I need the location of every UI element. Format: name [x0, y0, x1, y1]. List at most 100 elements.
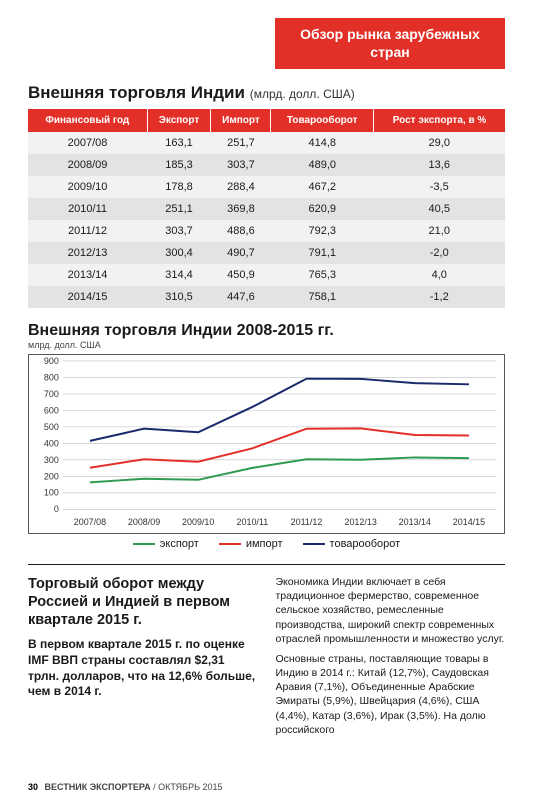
svg-text:300: 300 — [44, 455, 59, 465]
trade-table: Финансовый год Экспорт Импорт Товарообор… — [28, 109, 505, 308]
section-divider — [28, 564, 505, 565]
table-header: Товарооборот — [271, 109, 374, 132]
table-cell: 467,2 — [271, 176, 374, 198]
table-cell: 2011/12 — [28, 220, 147, 242]
table-cell: 300,4 — [147, 242, 211, 264]
table-cell: 251,1 — [147, 198, 211, 220]
legend-label: импорт — [246, 538, 283, 550]
svg-text:2011/12: 2011/12 — [291, 517, 323, 527]
svg-text:0: 0 — [54, 504, 59, 514]
table-row: 2012/13300,4490,7791,1-2,0 — [28, 242, 505, 264]
table-header: Финансовый год — [28, 109, 147, 132]
legend-label: товарооборот — [330, 538, 401, 550]
svg-text:2012/13: 2012/13 — [344, 517, 376, 527]
table-cell: 288,4 — [211, 176, 271, 198]
table-cell: 4,0 — [374, 264, 505, 286]
table-cell: 2014/15 — [28, 286, 147, 308]
table-cell: 2008/09 — [28, 154, 147, 176]
table-cell: 765,3 — [271, 264, 374, 286]
table-cell: 447,6 — [211, 286, 271, 308]
svg-text:2010/11: 2010/11 — [237, 517, 269, 527]
line-chart: 0 100 200 300 400 500 600 700 800 900 2007/08 2008/… — [28, 354, 505, 534]
table-cell: -1,2 — [374, 286, 505, 308]
table-row: 2007/08163,1251,7414,829,0 — [28, 132, 505, 154]
page-footer: 30 ВЕСТНИК ЭКСПОРТЕРА / ОКТЯБРЬ 2015 — [28, 782, 223, 792]
table-cell: 758,1 — [271, 286, 374, 308]
table-cell: 369,8 — [211, 198, 271, 220]
table-cell: 450,9 — [211, 264, 271, 286]
magazine-name: ВЕСТНИК ЭКСПОРТЕРА — [45, 782, 151, 792]
table-title-main: Внешняя торговля Индии — [28, 83, 245, 102]
legend-swatch — [303, 543, 325, 545]
table-title-sub: (млрд. долл. США) — [250, 87, 355, 101]
table-cell: 792,3 — [271, 220, 374, 242]
svg-text:200: 200 — [44, 471, 59, 481]
table-cell: 490,7 — [211, 242, 271, 264]
chart-title: Внешняя торговля Индии 2008-2015 гг. — [28, 322, 505, 340]
svg-text:600: 600 — [44, 405, 59, 415]
svg-text:2009/10: 2009/10 — [182, 517, 214, 527]
table-cell: 185,3 — [147, 154, 211, 176]
table-cell: -3,5 — [374, 176, 505, 198]
table-header: Экспорт — [147, 109, 211, 132]
table-row: 2011/12303,7488,6792,321,0 — [28, 220, 505, 242]
article-paragraph: Основные страны, поставляющие товары в И… — [276, 652, 506, 737]
chart-subtitle: млрд. долл. США — [28, 340, 505, 350]
table-cell: 791,1 — [271, 242, 374, 264]
legend-swatch — [219, 543, 241, 545]
table-row: 2013/14314,4450,9765,34,0 — [28, 264, 505, 286]
table-cell: 13,6 — [374, 154, 505, 176]
chart-legend: экспорт импорт товарооборот — [28, 538, 505, 550]
table-cell: 620,9 — [271, 198, 374, 220]
table-cell: 310,5 — [147, 286, 211, 308]
svg-text:2007/08: 2007/08 — [74, 517, 106, 527]
table-header: Рост экспорта, в % — [374, 109, 505, 132]
legend-item: экспорт — [133, 538, 199, 550]
table-cell: 414,8 — [271, 132, 374, 154]
table-cell: 488,6 — [211, 220, 271, 242]
table-cell: 251,7 — [211, 132, 271, 154]
table-cell: 303,7 — [211, 154, 271, 176]
table-row: 2010/11251,1369,8620,940,5 — [28, 198, 505, 220]
table-cell: 2007/08 — [28, 132, 147, 154]
table-cell: 40,5 — [374, 198, 505, 220]
table-cell: 489,0 — [271, 154, 374, 176]
table-cell: 2013/14 — [28, 264, 147, 286]
svg-text:2014/15: 2014/15 — [453, 517, 485, 527]
table-cell: 314,4 — [147, 264, 211, 286]
table-cell: 2010/11 — [28, 198, 147, 220]
table-cell: 2009/10 — [28, 176, 147, 198]
section-banner: Обзор рынка зарубежных стран — [275, 18, 505, 69]
article-columns: Торговый оборот между Россией и Индией в… — [28, 575, 505, 743]
svg-text:2013/14: 2013/14 — [399, 517, 431, 527]
table-cell: 2012/13 — [28, 242, 147, 264]
table-cell: 303,7 — [147, 220, 211, 242]
article-lead: В первом квартале 2015 г. по оценке IMF … — [28, 637, 258, 699]
table-cell: 178,8 — [147, 176, 211, 198]
svg-text:900: 900 — [44, 356, 59, 366]
svg-text:700: 700 — [44, 389, 59, 399]
table-cell: 21,0 — [374, 220, 505, 242]
article-heading: Торговый оборот между Россией и Индией в… — [28, 575, 258, 629]
issue-date: ОКТЯБРЬ 2015 — [158, 782, 222, 792]
table-cell: 163,1 — [147, 132, 211, 154]
svg-text:400: 400 — [44, 438, 59, 448]
table-header: Импорт — [211, 109, 271, 132]
table-row: 2014/15310,5447,6758,1-1,2 — [28, 286, 505, 308]
table-cell: -2,0 — [374, 242, 505, 264]
legend-label: экспорт — [160, 538, 199, 550]
legend-swatch — [133, 543, 155, 545]
legend-item: товарооборот — [303, 538, 401, 550]
svg-text:2008/09: 2008/09 — [128, 517, 160, 527]
table-row: 2008/09185,3303,7489,013,6 — [28, 154, 505, 176]
table-cell: 29,0 — [374, 132, 505, 154]
footer-sep: / — [151, 782, 159, 792]
article-paragraph: Экономика Индии включает в себя традицио… — [276, 575, 506, 646]
svg-text:800: 800 — [44, 372, 59, 382]
legend-item: импорт — [219, 538, 283, 550]
table-row: 2009/10178,8288,4467,2-3,5 — [28, 176, 505, 198]
page-number: 30 — [28, 782, 38, 792]
table-title: Внешняя торговля Индии (млрд. долл. США) — [28, 83, 505, 103]
svg-text:100: 100 — [44, 488, 59, 498]
svg-text:500: 500 — [44, 422, 59, 432]
